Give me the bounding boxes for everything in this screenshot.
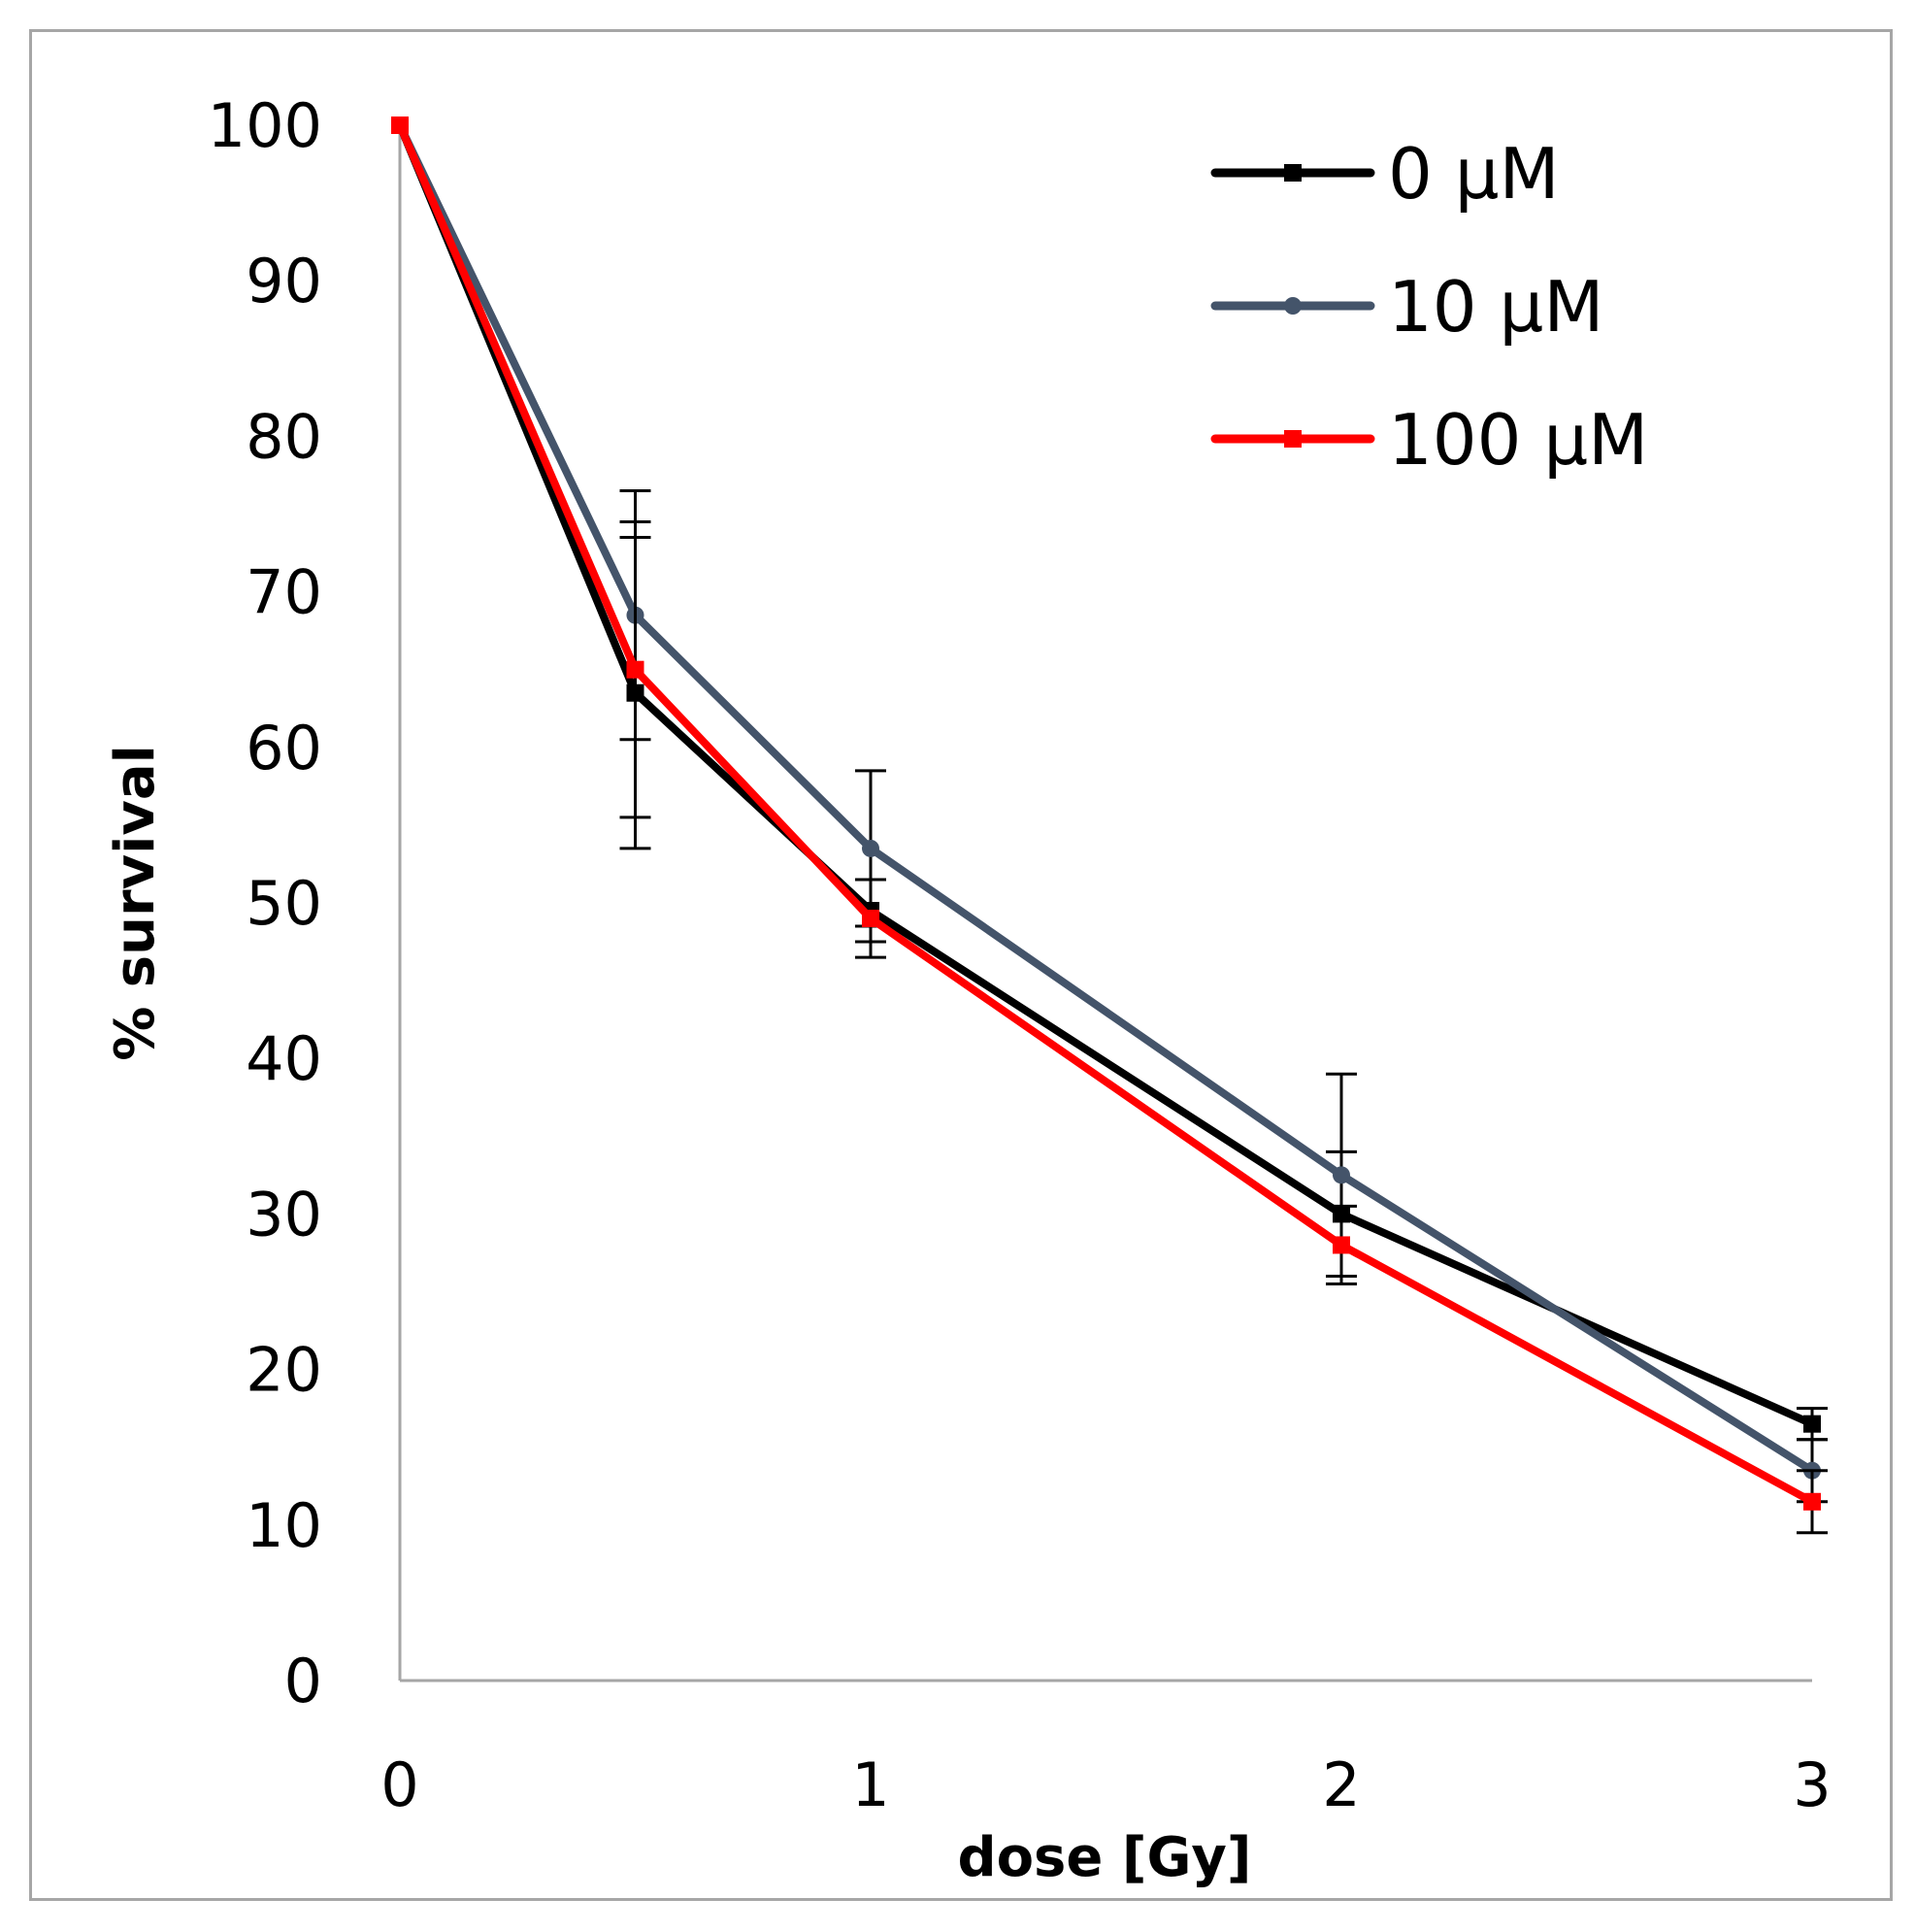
- y-tick-label: 30: [246, 1179, 322, 1249]
- y-tick-label: 0: [284, 1646, 322, 1716]
- legend-label: 10 µM: [1388, 266, 1603, 348]
- x-tick-labels: 0 1 2 3: [380, 1749, 1831, 1820]
- data-point: [626, 660, 644, 679]
- x-tick-label: 0: [380, 1749, 418, 1820]
- x-tick-label: 2: [1322, 1749, 1360, 1820]
- y-tick-label: 80: [246, 401, 322, 472]
- legend-label: 100 µM: [1388, 399, 1648, 481]
- data-point: [391, 117, 409, 134]
- legend-marker: [1284, 164, 1302, 182]
- data-point: [862, 910, 879, 928]
- x-tick-label: 1: [851, 1749, 889, 1820]
- data-point: [1333, 1166, 1350, 1184]
- series-1: [391, 117, 1828, 1504]
- y-tick-labels: 0 10 20 30 40 50 60 70 80 90 100: [208, 90, 322, 1716]
- legend-label: 0 µM: [1388, 133, 1560, 215]
- legend-entry: 10 µM: [1210, 266, 1603, 348]
- legend-marker: [1284, 430, 1302, 448]
- data-point: [1803, 1415, 1821, 1433]
- y-tick-label: 10: [246, 1490, 322, 1561]
- data-point: [1803, 1492, 1821, 1511]
- y-tick-label: 50: [246, 868, 322, 939]
- y-tick-label: 70: [246, 557, 322, 628]
- error-bars: [619, 536, 1828, 1442]
- series-0: [391, 117, 1828, 1442]
- axes: [398, 125, 1812, 1682]
- data-point: [862, 839, 879, 857]
- series-2: [391, 117, 1828, 1535]
- y-axis-title: % survival: [104, 745, 167, 1061]
- series-layer: [391, 117, 1828, 1535]
- y-tick-label: 20: [246, 1335, 322, 1406]
- y-tick-label: 100: [208, 90, 322, 161]
- y-tick-label: 40: [246, 1023, 322, 1094]
- y-tick-label: 90: [246, 246, 322, 316]
- y-tick-label: 60: [246, 713, 322, 783]
- error-bars: [619, 520, 1828, 1535]
- legend: 0 µM 10 µM 100 µM: [1210, 133, 1648, 481]
- data-point: [1333, 1236, 1350, 1254]
- legend-entry: 0 µM: [1210, 133, 1560, 215]
- x-axis-title: dose [Gy]: [957, 1826, 1251, 1889]
- x-tick-label: 3: [1793, 1749, 1831, 1820]
- legend-entry: 100 µM: [1210, 399, 1648, 481]
- legend-marker: [1284, 297, 1302, 315]
